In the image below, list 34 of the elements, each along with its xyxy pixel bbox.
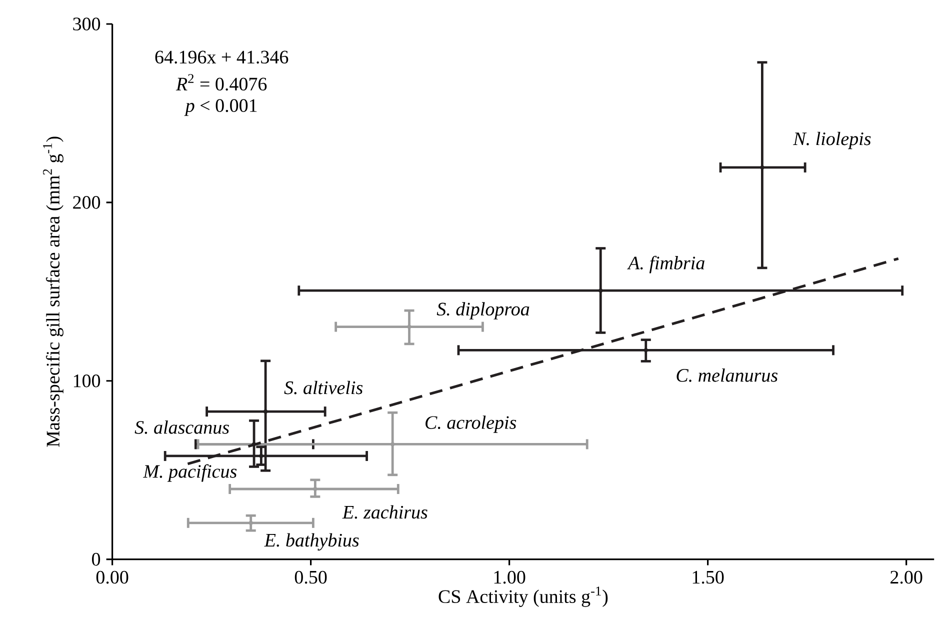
annotation: p < 0.001: [184, 99, 257, 116]
annotation: C. melanurus: [676, 368, 778, 382]
x-tick-label: 1.00: [494, 570, 526, 584]
point: [252, 442, 256, 446]
x-tick-label: 1.50: [692, 570, 724, 584]
annotation: M. pacificus: [142, 464, 237, 482]
point: [312, 486, 318, 492]
y-tick-label: 200: [73, 196, 100, 209]
annotation: E. zachirus: [342, 505, 428, 519]
y-axis-title: Mass-specific gill surface area (mm$^{2}$ g$^{-1}$): [43, 136, 64, 447]
point: [407, 324, 412, 329]
x-tick-label: 0.00: [96, 570, 128, 584]
point: [390, 442, 395, 446]
annotation: R$^{2}$ = 0.4076: [176, 74, 267, 91]
y-tick-label: 0: [92, 552, 100, 566]
annotation: S. diploproa: [436, 302, 530, 320]
x-tick-label: 0.50: [294, 570, 327, 584]
point: [248, 520, 254, 526]
point: [263, 409, 268, 414]
x-tick-label: 2.00: [890, 570, 922, 584]
point: [598, 288, 603, 293]
annotation: S. altivelis: [284, 380, 363, 394]
point: [258, 454, 264, 458]
annotation: C. acrolepis: [426, 416, 516, 433]
x-axis-title: CS Activity (units g$^{-1}$): [438, 586, 608, 607]
y-tick-label: 100: [74, 374, 100, 388]
annotation: 64.196x + 41.346: [155, 50, 288, 64]
annotation: A. fimbria: [627, 256, 704, 274]
annotation: S. alascanus: [134, 420, 229, 434]
point: [760, 165, 764, 170]
annotation: E. bathybius: [264, 533, 359, 551]
y-tick-label: 300: [73, 18, 100, 30]
annotation: N. liolepis: [793, 132, 871, 150]
point: [644, 348, 648, 352]
